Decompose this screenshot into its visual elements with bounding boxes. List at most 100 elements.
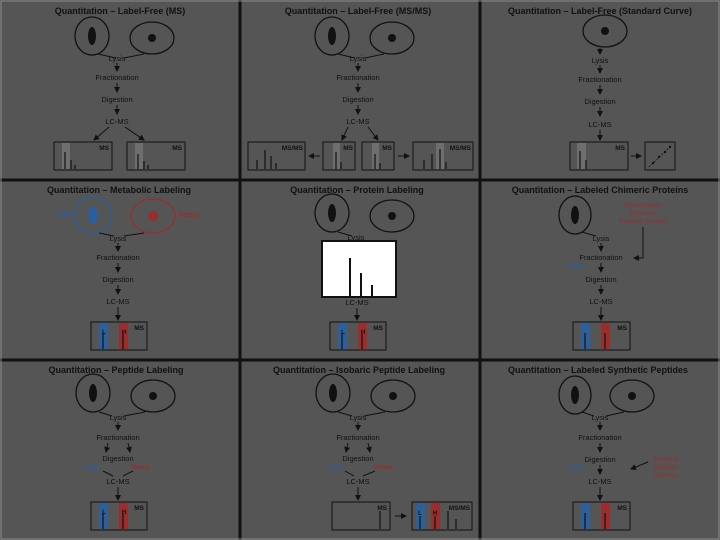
ms-spectrum-box-labeled: L H MS	[329, 321, 387, 351]
step-lysis: Lysis	[592, 56, 609, 65]
side-note-line: Synthetic	[653, 456, 679, 463]
step-lysis: Lysis	[110, 413, 127, 422]
step-lc-ms: LC-MS	[346, 477, 369, 486]
side-note-line: (Heavy)	[655, 472, 677, 479]
cell-icon	[315, 373, 351, 413]
cell-icon	[558, 195, 592, 235]
ms-label: MS	[617, 505, 627, 512]
nucleus-icon	[148, 211, 158, 221]
nucleus-icon	[389, 392, 397, 400]
side-note-line: Peptides	[654, 464, 679, 471]
msms-label: MS/MS	[450, 145, 472, 152]
nucleus-icon	[628, 392, 636, 400]
side-note-line: Chimeric	[631, 210, 656, 217]
step-lysis: Lysis	[110, 234, 127, 243]
cell-icon	[582, 14, 628, 48]
panel-standard-curve: Quantitation – Label-Free (Standard Curv…	[508, 6, 692, 171]
cell-icon	[370, 379, 416, 413]
nucleus-icon	[149, 392, 157, 400]
step-lc-ms: LC-MS	[588, 120, 611, 129]
ms-spectrum-box: MS	[126, 141, 186, 171]
msms-spectrum-box: MS/MS	[412, 141, 474, 171]
nucleus-icon	[148, 34, 156, 42]
cell-icon	[609, 379, 655, 413]
cell-icon	[75, 373, 111, 413]
nucleus-icon	[89, 384, 97, 402]
ms-label: MS	[172, 145, 182, 152]
ms-spectrum-box: MS	[331, 501, 391, 531]
step-fractionation: Fractionation	[578, 433, 621, 442]
light-label: Light	[327, 464, 344, 471]
ms-label: MS	[615, 145, 625, 152]
cell-icon-light	[74, 195, 112, 235]
step-lc-ms: LC-MS	[106, 297, 129, 306]
panel-protein-labeling: Quantitation – Protein Labeling Lysis LC…	[290, 185, 424, 351]
nucleus-icon	[388, 34, 396, 42]
panel-title: Quantitation – Labeled Synthetic Peptide…	[508, 365, 688, 375]
panel-labeled-chimeric-proteins: Quantitation – Labeled Chimeric Proteins…	[512, 185, 688, 351]
cell-icon	[369, 199, 415, 233]
light-label: Light	[56, 211, 74, 218]
heavy-label: Heavy	[131, 464, 151, 471]
nucleus-icon	[88, 206, 98, 224]
panel-title: Quantitation – Label-Free (MS)	[55, 6, 186, 16]
ms-label: MS	[382, 145, 392, 152]
ms-spectrum-box-labeled: L H MS	[90, 501, 148, 531]
step-lysis: Lysis	[109, 54, 126, 63]
ms-label: MS	[134, 505, 144, 512]
panel-title: Quantitation – Label-Free (MS/MS)	[285, 6, 432, 16]
step-fractionation: Fractionation	[96, 433, 139, 442]
step-digestion: Digestion	[584, 97, 615, 106]
cell-icon	[74, 16, 110, 56]
h-label: H	[433, 511, 437, 517]
nucleus-icon	[571, 206, 579, 224]
step-lysis: Lysis	[348, 233, 365, 242]
cell-icon	[130, 379, 176, 413]
cell-icon	[369, 21, 415, 55]
panel-title: Quantitation – Peptide Labeling	[48, 365, 183, 375]
cell-icon	[314, 193, 350, 233]
step-fractionation: Fractionation	[96, 253, 139, 262]
step-digestion: Digestion	[102, 275, 133, 284]
ms-spectrum-box: MS	[53, 141, 113, 171]
step-digestion: Digestion	[584, 455, 615, 464]
light-label: Light	[84, 464, 101, 471]
step-lysis: Lysis	[593, 234, 610, 243]
cell-icon	[314, 16, 350, 56]
step-fractionation: Fractionation	[578, 75, 621, 84]
msms-label: MS/MS	[282, 145, 304, 152]
step-digestion: Digestion	[342, 95, 373, 104]
step-lysis: Lysis	[350, 54, 367, 63]
h-label: H	[361, 330, 365, 336]
nucleus-icon	[571, 386, 579, 404]
msms-spectrum-box-labeled: L H MS/MS	[411, 501, 473, 531]
nucleus-icon	[328, 27, 336, 45]
step-lysis: Lysis	[350, 413, 367, 422]
panel-peptide-labeling: Quantitation – Peptide Labeling Lysis Fr…	[48, 365, 184, 531]
l-label: L	[341, 330, 345, 336]
nucleus-icon	[88, 27, 96, 45]
light-label: Light	[568, 263, 585, 270]
nucleus-icon	[328, 204, 336, 222]
standard-curve-plot	[644, 141, 676, 171]
ms-label: MS	[373, 325, 383, 332]
ms-spectrum-box: MS	[361, 141, 395, 171]
step-digestion: Digestion	[342, 454, 373, 463]
step-fractionation: Fractionation	[95, 73, 138, 82]
ms-spectrum-box-labeled: MS	[572, 501, 631, 531]
h-label: H	[122, 510, 126, 516]
step-digestion: Digestion	[585, 275, 616, 284]
step-fractionation: Fractionation	[579, 253, 622, 262]
panel-isobaric-peptide-labeling: Quantitation – Isobaric Peptide Labeling…	[273, 365, 473, 531]
ms-spectrum-box: MS	[322, 141, 356, 171]
step-lc-ms: LC-MS	[105, 117, 128, 126]
ms-spectrum-box-labeled: L H MS	[90, 321, 148, 351]
panel-title: Quantitation – Isobaric Peptide Labeling	[273, 365, 445, 375]
l-label: L	[418, 511, 422, 517]
nucleus-icon	[388, 212, 396, 220]
step-digestion: Digestion	[101, 95, 132, 104]
l-label: L	[102, 510, 106, 516]
step-lc-ms: LC-MS	[106, 477, 129, 486]
